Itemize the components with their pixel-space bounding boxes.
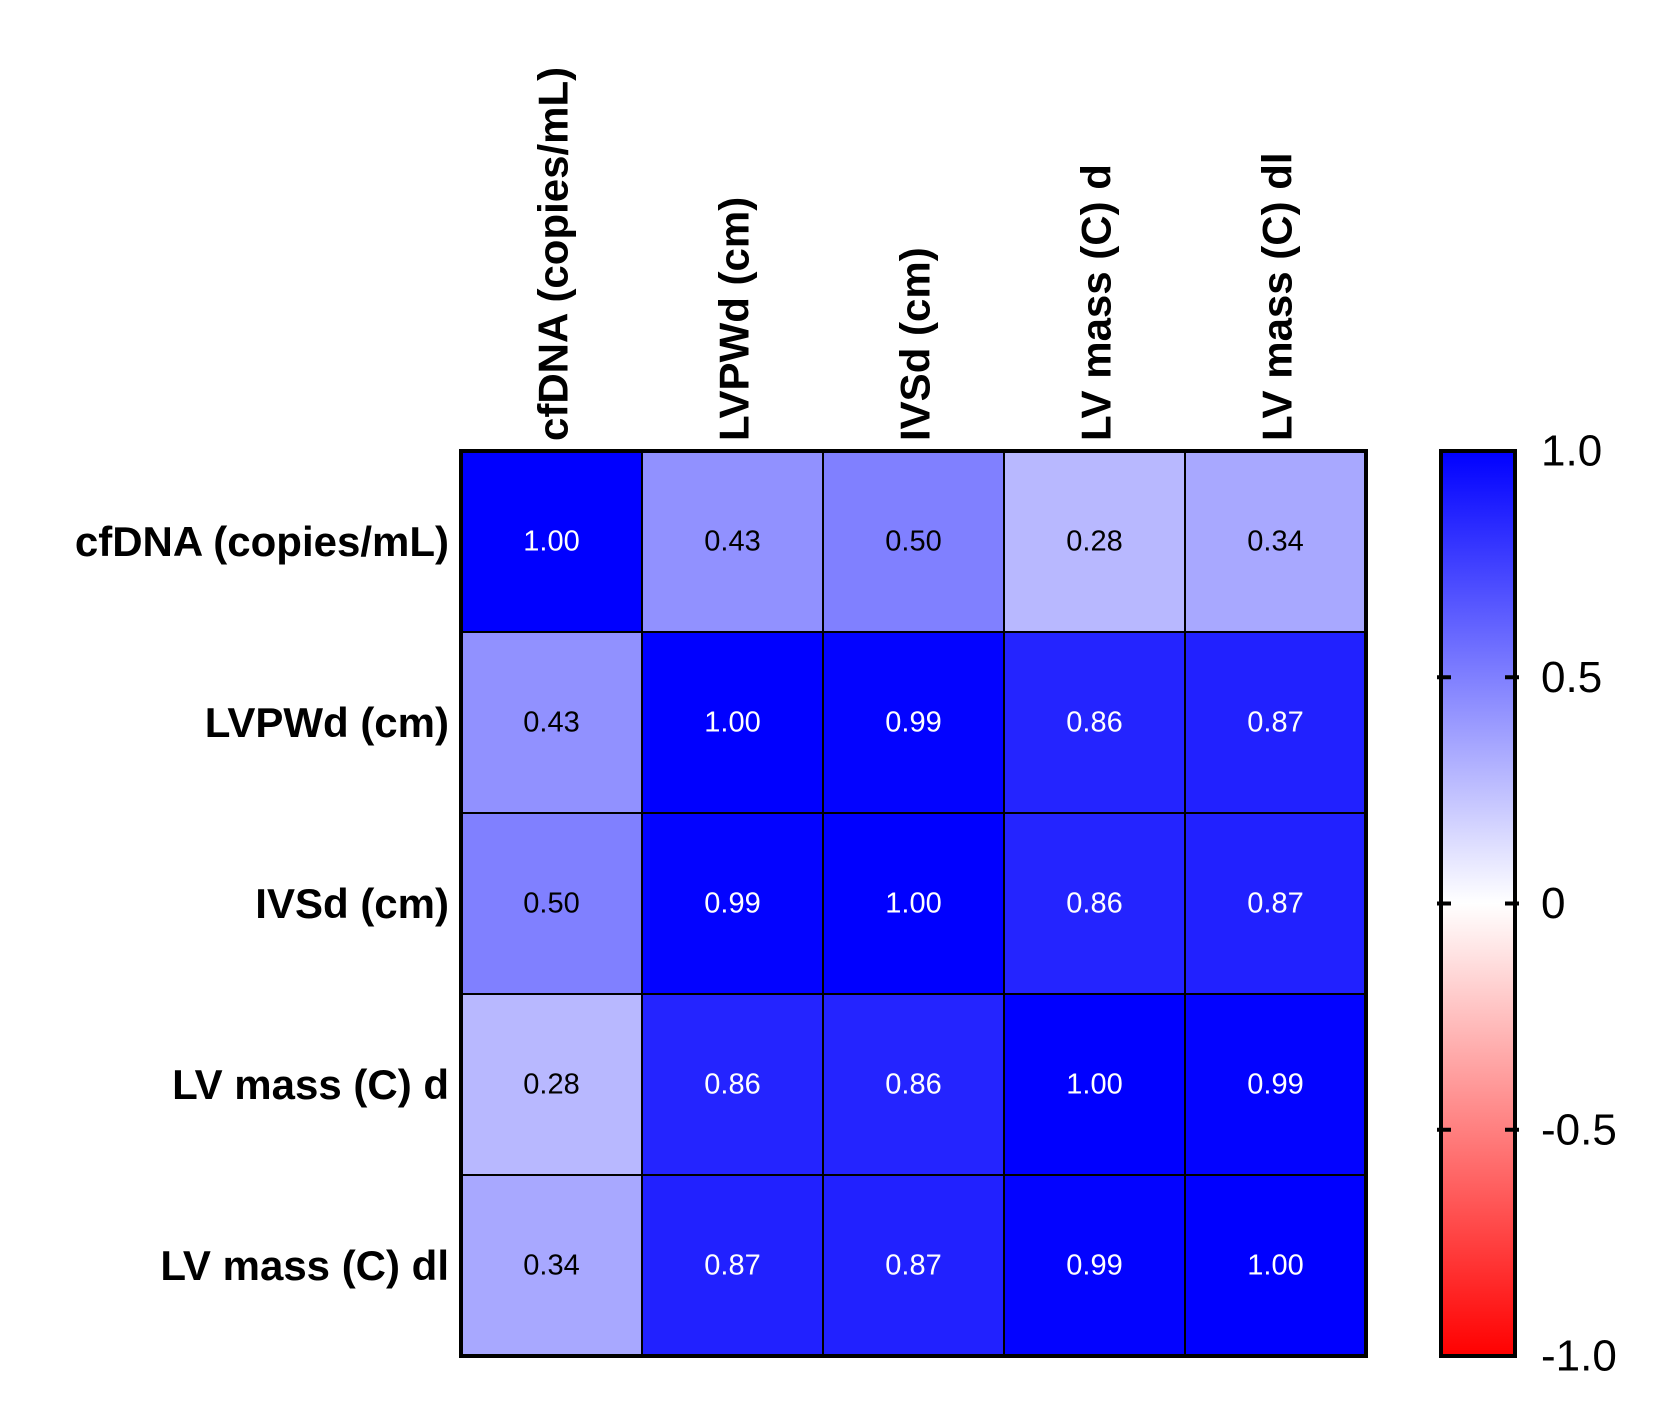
heatmap-cell (1185, 994, 1366, 1175)
cell-value-label: 1.00 (523, 526, 579, 558)
row-label: cfDNA (copies/mL) (75, 518, 449, 565)
heatmap-cell (1004, 451, 1185, 632)
cell-value-label: 0.50 (885, 526, 941, 558)
heatmap-cell (461, 632, 642, 813)
heatmap-cell (642, 451, 823, 632)
heatmap-cell (461, 994, 642, 1175)
cell-value-label: 0.34 (523, 1250, 579, 1282)
cell-value-label: 1.00 (1066, 1069, 1122, 1101)
heatmap-cell (1185, 1175, 1366, 1356)
column-label: LV mass (C) d (1073, 164, 1120, 441)
heatmap-cell (1185, 451, 1366, 632)
column-label: LV mass (C) dl (1254, 152, 1301, 441)
heatmap-cell (642, 632, 823, 813)
row-labels: cfDNA (copies/mL) LVPWd (cm) IVSd (cm) LV m… (75, 518, 449, 1289)
heatmap-cell (642, 994, 823, 1175)
colorbar-tick-label: -0.5 (1541, 1105, 1617, 1154)
row-label: LVPWd (cm) (205, 699, 449, 746)
cell-value-label: 0.87 (1247, 888, 1303, 920)
cell-value-label: 0.99 (1247, 1069, 1303, 1101)
colorbar-tick-label: 0.5 (1541, 653, 1602, 702)
colorbar-gradient (1439, 449, 1517, 1358)
heatmap-cell (823, 813, 1004, 994)
cell-value-label: 1.00 (885, 888, 941, 920)
heatmap-frame (459, 449, 1368, 1358)
heatmap-cell (1004, 994, 1185, 1175)
heatmap-cell (642, 813, 823, 994)
heatmap-cell (461, 813, 642, 994)
heatmap-cell (823, 451, 1004, 632)
cell-value-label: 1.00 (704, 707, 760, 739)
cell-value-label: 0.86 (1066, 707, 1122, 739)
row-label: LV mass (C) d (172, 1061, 449, 1108)
cell-value-label: 0.28 (523, 1069, 579, 1101)
heatmap-cell (1004, 813, 1185, 994)
colorbar: 1.0 0.5 0 -0.5 -1.0 (1437, 427, 1617, 1381)
cell-value-label: 0.87 (1247, 707, 1303, 739)
heatmap-cell (1004, 632, 1185, 813)
heatmap-cell (461, 1175, 642, 1356)
cell-value-label: 0.86 (885, 1069, 941, 1101)
colorbar-tick-label: 1.0 (1541, 427, 1602, 476)
cell-value-label: 0.99 (885, 707, 941, 739)
cell-value-label: 0.86 (1066, 888, 1122, 920)
cell-value-label: 0.99 (704, 888, 760, 920)
cell-value-label: 0.86 (704, 1069, 760, 1101)
heatmap-cell (823, 994, 1004, 1175)
row-label: IVSd (cm) (255, 880, 449, 927)
heatmap-cell (823, 1175, 1004, 1356)
heatmap-cell (1185, 813, 1366, 994)
cell-value-label: 0.99 (1066, 1250, 1122, 1282)
heatmap-cell (1004, 1175, 1185, 1356)
column-label: cfDNA (copies/mL) (530, 67, 577, 441)
cell-value-label: 1.00 (1247, 1250, 1303, 1282)
row-label: LV mass (C) dl (160, 1242, 449, 1289)
heatmap-cell (642, 1175, 823, 1356)
cell-value-label: 0.87 (704, 1250, 760, 1282)
heatmap-cell (1185, 632, 1366, 813)
column-label: LVPWd (cm) (711, 197, 758, 441)
cell-value-label: 0.28 (1066, 526, 1122, 558)
heatmap-cells: 1.00 0.43 0.50 0.28 0.34 0.43 1.00 0.99 0.86 0.87… (461, 451, 1366, 1356)
cell-value-label: 0.43 (523, 707, 579, 739)
cell-value-label: 0.43 (704, 526, 760, 558)
cell-value-label: 0.50 (523, 888, 579, 920)
colorbar-tick-label: 0 (1541, 879, 1565, 928)
cell-value-label: 0.87 (885, 1250, 941, 1282)
colorbar-tick-label: -1.0 (1541, 1332, 1617, 1381)
cell-value-label: 0.34 (1247, 526, 1303, 558)
column-label: IVSd (cm) (892, 247, 939, 441)
heatmap-cell (461, 451, 642, 632)
column-labels: cfDNA (copies/mL) LVPWd (cm) IVSd (cm) LV m… (530, 67, 1301, 441)
heatmap-grid (459, 449, 1368, 1358)
heatmap-cell (823, 632, 1004, 813)
